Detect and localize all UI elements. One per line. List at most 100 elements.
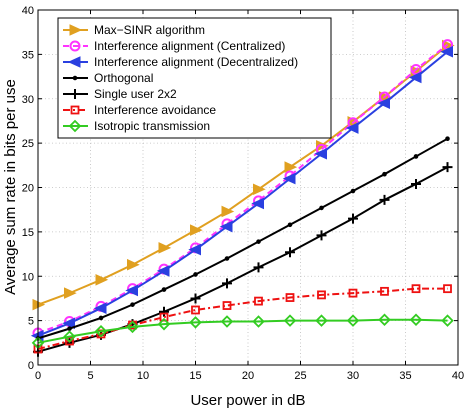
- y-tick-label: 30: [22, 94, 34, 106]
- data-point: [346, 314, 360, 327]
- data-point: [125, 284, 138, 297]
- legend-entry: Interference avoidance: [63, 103, 216, 117]
- y-tick-label: 0: [28, 360, 34, 372]
- data-point: [67, 326, 72, 331]
- data-point: [409, 313, 423, 327]
- data-point: [348, 213, 358, 224]
- legend-marker: [68, 119, 82, 133]
- ticks: 0 5 10 15 20 25 30 35 40 0 5 10 15 20 25 30 35 40: [22, 5, 464, 382]
- legend-entry: Max−SINR algorithm: [63, 23, 205, 37]
- data-point: [98, 315, 104, 321]
- data-point: [224, 256, 230, 261]
- data-point: [95, 274, 109, 286]
- data-point: [254, 296, 263, 306]
- data-point: [256, 239, 261, 244]
- legend: Max−SINR algorithm Interference alignment…: [57, 17, 332, 139]
- x-tick-label: 10: [137, 370, 149, 382]
- data-point: [253, 262, 264, 273]
- data-point: [126, 320, 139, 334]
- legend-label: Single user 2x2: [94, 87, 177, 101]
- data-point: [188, 243, 201, 256]
- series-line: [37, 137, 448, 340]
- y-tick-label: 5: [28, 316, 34, 328]
- legend-marker: [69, 24, 83, 36]
- data-point: [348, 288, 358, 298]
- data-point: [382, 171, 387, 177]
- legend-entry: Interference alignment (Decentralized): [63, 55, 298, 69]
- legend-label: Interference avoidance: [94, 103, 216, 117]
- y-tick-label: 15: [22, 227, 34, 239]
- y-tick-label: 35: [22, 49, 34, 61]
- data-point: [441, 314, 454, 327]
- data-point: [63, 330, 76, 343]
- y-tick-label: 40: [22, 5, 34, 17]
- data-point: [345, 122, 359, 134]
- data-point: [161, 287, 167, 292]
- data-point: [62, 317, 75, 330]
- data-point: [378, 313, 391, 327]
- x-tick-label: 15: [189, 370, 201, 382]
- data-point: [411, 178, 421, 189]
- data-point: [156, 265, 170, 277]
- x-tick-label: 35: [399, 370, 411, 382]
- data-point: [350, 188, 356, 194]
- data-point: [440, 45, 453, 58]
- data-point: [220, 315, 234, 328]
- data-point: [315, 314, 328, 327]
- legend-label: Orthogonal: [94, 71, 153, 85]
- x-tick-label: 25: [294, 370, 306, 382]
- y-tick-label: 20: [22, 183, 34, 195]
- data-point: [380, 286, 389, 296]
- data-point: [193, 272, 198, 277]
- data-point: [159, 306, 169, 317]
- data-point: [411, 284, 421, 294]
- data-point: [190, 224, 203, 236]
- data-point: [283, 314, 297, 327]
- y-tick-label: 25: [22, 138, 34, 150]
- data-point: [314, 147, 327, 160]
- data-point: [287, 222, 293, 228]
- data-point: [158, 242, 172, 254]
- data-point: [443, 284, 452, 294]
- data-point: [408, 71, 422, 84]
- data-point: [94, 325, 108, 338]
- data-point: [442, 162, 453, 173]
- y-axis-label: Average sum rate in bits per use: [2, 79, 19, 295]
- x-tick-label: 30: [347, 370, 359, 382]
- legend-box: [57, 17, 332, 139]
- data-point: [445, 136, 450, 141]
- data-point: [410, 63, 422, 75]
- data-point: [252, 315, 265, 328]
- x-axis-label: User power in dB: [190, 392, 305, 409]
- data-point: [284, 161, 298, 173]
- data-point: [222, 278, 232, 289]
- x-tick-label: 20: [242, 370, 254, 382]
- data-point: [157, 317, 171, 331]
- legend-entry: Interference alignment (Centralized): [63, 39, 285, 53]
- legend-entry: Orthogonal: [63, 71, 153, 85]
- data-point: [159, 312, 169, 322]
- data-point: [285, 293, 295, 302]
- legend-label: Isotropic transmission: [94, 119, 210, 133]
- legend-label: Max−SINR algorithm: [94, 23, 205, 37]
- data-point: [316, 230, 327, 241]
- series-4: [35, 136, 450, 341]
- data-point: [282, 172, 296, 185]
- legend-marker: [72, 75, 78, 81]
- data-point: [379, 194, 390, 205]
- legend-marker: [69, 40, 81, 52]
- data-point: [317, 290, 326, 300]
- legend-entry: Isotropic transmission: [63, 119, 210, 133]
- data-point: [93, 302, 107, 314]
- data-point: [127, 258, 140, 271]
- data-point: [222, 301, 232, 310]
- data-point: [130, 302, 135, 307]
- legend-marker: [70, 105, 80, 115]
- data-point: [319, 205, 324, 211]
- data-point: [251, 197, 264, 210]
- legend-marker: [70, 89, 80, 99]
- x-tick-label: 40: [452, 370, 464, 382]
- legend-marker: [67, 56, 81, 68]
- data-point: [191, 305, 200, 315]
- y-tick-label: 10: [22, 271, 34, 283]
